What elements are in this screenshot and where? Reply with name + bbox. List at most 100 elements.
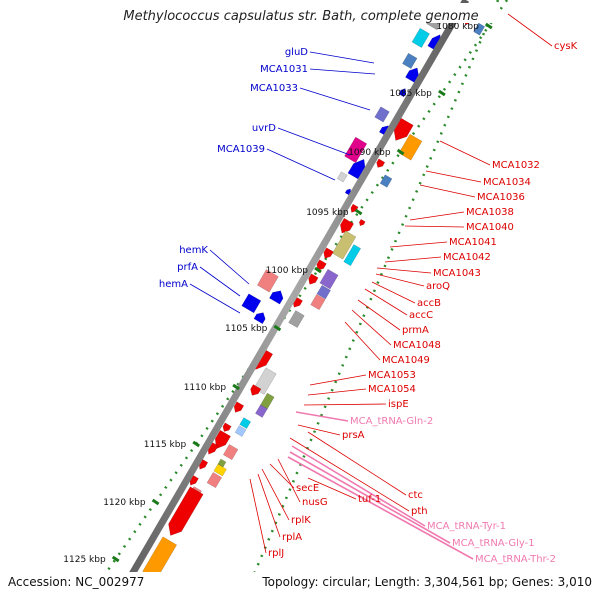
gene-block-14 bbox=[241, 293, 262, 314]
kbp-tick-label: 1125 kbp bbox=[63, 555, 106, 565]
leader-line-sece bbox=[269, 463, 295, 489]
gene-block-24 bbox=[340, 217, 355, 234]
kbp-tick-label: 1110 kbp bbox=[184, 383, 227, 393]
gene-block-23 bbox=[359, 218, 366, 227]
gene-block-37 bbox=[250, 384, 262, 396]
gene-labels: gluD MCA1031 MCA1033 uvrD MCA1039 hemK prfA hem… bbox=[159, 41, 578, 565]
reverse-label-mca1048: MCA1048 bbox=[393, 340, 441, 351]
gene-block-17 bbox=[473, 22, 486, 36]
kbp-tick-mark bbox=[111, 555, 120, 563]
leader-line-mca1049 bbox=[344, 321, 381, 361]
leader-line-mca1034 bbox=[425, 170, 482, 183]
accession-text: Accession: NC_002977 bbox=[8, 575, 144, 589]
title-backdrop bbox=[110, 3, 500, 23]
gene-block-10 bbox=[336, 171, 348, 183]
kbp-tick-mark bbox=[273, 324, 282, 332]
leader-line-hemk bbox=[209, 249, 250, 285]
gene-block-39 bbox=[255, 404, 268, 418]
gene-block-34 bbox=[288, 310, 305, 328]
leader-line-ctc bbox=[307, 431, 407, 496]
leader-line-mca1054 bbox=[307, 388, 367, 396]
gene-block-53 bbox=[168, 486, 204, 536]
reverse-label-mca1054: MCA1054 bbox=[368, 384, 416, 395]
forward-label-hemk: hemK bbox=[179, 245, 208, 256]
kbp-tick-label: 1090 kbp bbox=[348, 148, 391, 158]
gene-block-32 bbox=[308, 273, 319, 285]
gene-block-30 bbox=[316, 284, 331, 300]
leader-line-accc bbox=[364, 288, 408, 316]
leader-line-mca-trna-gln-2 bbox=[295, 411, 349, 422]
leader-line-accb bbox=[371, 281, 416, 304]
leader-line-mca1033 bbox=[299, 87, 371, 111]
gene-block-12 bbox=[256, 269, 279, 293]
reverse-label-mca1038: MCA1038 bbox=[466, 207, 514, 218]
kbp-tick-label: 1085 kbp bbox=[389, 89, 432, 99]
gene-block-29 bbox=[319, 268, 339, 290]
reverse-label-ispe: ispE bbox=[388, 399, 409, 410]
reverse-label-mca1034: MCA1034 bbox=[483, 177, 531, 188]
gene-block-3 bbox=[402, 52, 418, 69]
leader-line-cysk bbox=[507, 13, 553, 47]
leader-line-mca1038 bbox=[409, 211, 465, 221]
gene-block-26 bbox=[343, 244, 362, 267]
leader-line-mca1041 bbox=[389, 241, 448, 248]
leader-line-mca1048 bbox=[351, 309, 392, 346]
kbp-tick-mark bbox=[354, 208, 363, 216]
gene-block-5 bbox=[398, 88, 407, 98]
leader-line-tuf-1 bbox=[307, 477, 357, 500]
reverse-label-rplj: rplJ bbox=[268, 548, 284, 559]
forward-label-mca1039: MCA1039 bbox=[217, 144, 265, 155]
gene-block-13 bbox=[269, 290, 284, 305]
leader-line-mca1042 bbox=[384, 256, 442, 263]
gene-block-41 bbox=[239, 417, 252, 429]
leader-line-glud bbox=[309, 51, 375, 64]
leader-line-mca-trna-tyr-1 bbox=[291, 445, 426, 527]
leader-line-uvrd bbox=[277, 127, 351, 156]
reverse-label-nusg: nusG bbox=[302, 497, 328, 508]
reverse-label-mca1053: MCA1053 bbox=[368, 370, 416, 381]
reverse-label-accb: accB bbox=[417, 298, 441, 309]
kbp-tick-label: 1120 kbp bbox=[103, 498, 146, 508]
gene-block-27 bbox=[323, 247, 334, 259]
reverse-label-prma: prmA bbox=[402, 325, 429, 336]
leader-line-pth bbox=[289, 437, 410, 512]
trna-label-mca-trna-thr-2: MCA_tRNA-Thr-2 bbox=[475, 554, 556, 565]
leader-line-aroq bbox=[375, 273, 425, 287]
gene-block-28 bbox=[316, 259, 327, 271]
reverse-label-ctc: ctc bbox=[408, 490, 423, 501]
reverse-label-rpla: rplA bbox=[282, 532, 302, 543]
leader-line-mca1039 bbox=[266, 148, 336, 181]
kbp-tick-mark bbox=[232, 383, 240, 391]
leader-line-rplj bbox=[249, 478, 267, 554]
reverse-label-pth: pth bbox=[411, 506, 428, 517]
kbp-tick-label: 1080 kbp bbox=[436, 22, 479, 32]
kbp-tick-mark bbox=[396, 148, 405, 156]
reverse-label-aroq: aroQ bbox=[426, 281, 450, 292]
gene-block-19 bbox=[398, 133, 423, 161]
leader-line-prsa bbox=[297, 424, 341, 436]
kbp-ticks: 1080 kbp 1085 kbp 1090 kbp 1095 kbp 1100 kbp… bbox=[63, 22, 493, 565]
reverse-label-mca1042: MCA1042 bbox=[443, 252, 491, 263]
leader-line-mca1043 bbox=[376, 267, 432, 274]
kbp-tick-mark bbox=[484, 22, 493, 30]
topology-text: Topology: circular; Length: 3,304,561 bp… bbox=[261, 575, 592, 589]
reverse-label-rplk: rplK bbox=[291, 515, 311, 526]
footer-backdrop bbox=[0, 572, 600, 600]
gene-block-1 bbox=[411, 27, 430, 48]
gene-block-40 bbox=[233, 401, 245, 413]
gene-block-43 bbox=[222, 422, 232, 432]
gene-block-4 bbox=[405, 67, 420, 84]
leader-line-mca1040 bbox=[404, 225, 465, 228]
reverse-label-mca1040: MCA1040 bbox=[466, 222, 514, 233]
kbp-tick-label: 1100 kbp bbox=[266, 266, 309, 276]
leader-line-mca-trna-gly-1 bbox=[289, 451, 451, 544]
kbp-tick-label: 1115 kbp bbox=[144, 440, 187, 450]
kbp-tick-mark bbox=[192, 440, 201, 448]
trna-label-mca-trna-gln-2: MCA_tRNA-Gln-2 bbox=[350, 416, 433, 427]
gene-block-44 bbox=[214, 429, 231, 450]
forward-label-prfa: prfA bbox=[177, 262, 198, 273]
gene-block-22 bbox=[350, 203, 359, 213]
trna-label-mca-trna-gly-1: MCA_tRNA-Gly-1 bbox=[452, 538, 535, 549]
trna-label-mca-trna-tyr-1: MCA_tRNA-Tyr-1 bbox=[427, 521, 506, 532]
